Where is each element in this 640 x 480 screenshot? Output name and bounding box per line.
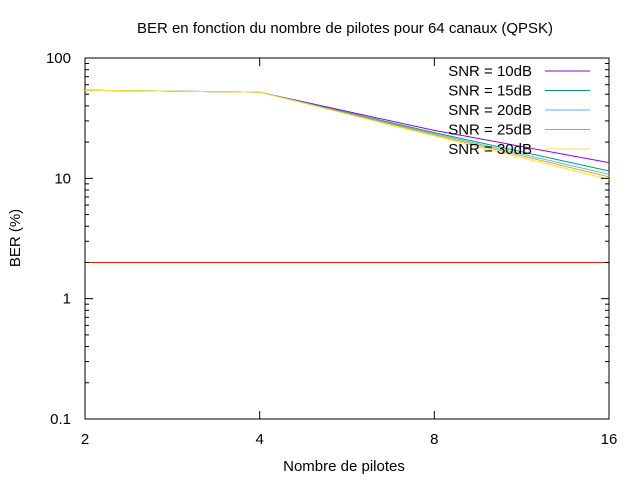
legend: SNR = 10dB SNR = 15dB SNR = 20dB SNR = 25dB… [448,63,590,158]
series-line-5 [84,89,610,180]
y-tick-label: 0.1 [50,411,71,428]
y-tick-label: 10 [54,170,71,187]
legend-label: SNR = 15dB [448,83,532,100]
x-axis-label: Nombre de pilotes [283,458,405,475]
x-tick-label: 2 [81,431,89,448]
legend-label: SNR = 20dB [448,102,532,119]
ticks-layer: 2 4 8 16 0.1 1 10 100 [46,50,617,448]
legend-label: SNR = 10dB [448,63,532,80]
series-layer [84,89,610,180]
x-tick-label: 16 [601,431,618,448]
y-axis-label: BER (%) [7,209,24,267]
plot-frame [84,57,610,420]
legend-label: SNR = 30dB [448,141,532,158]
x-tick-label: 4 [255,431,263,448]
x-tick-label: 8 [430,431,438,448]
chart-title: BER en fonction du nombre de pilotes pou… [137,20,553,37]
y-tick-label: 100 [46,50,71,67]
legend-label: SNR = 25dB [448,122,532,139]
y-tick-label: 1 [63,291,71,308]
